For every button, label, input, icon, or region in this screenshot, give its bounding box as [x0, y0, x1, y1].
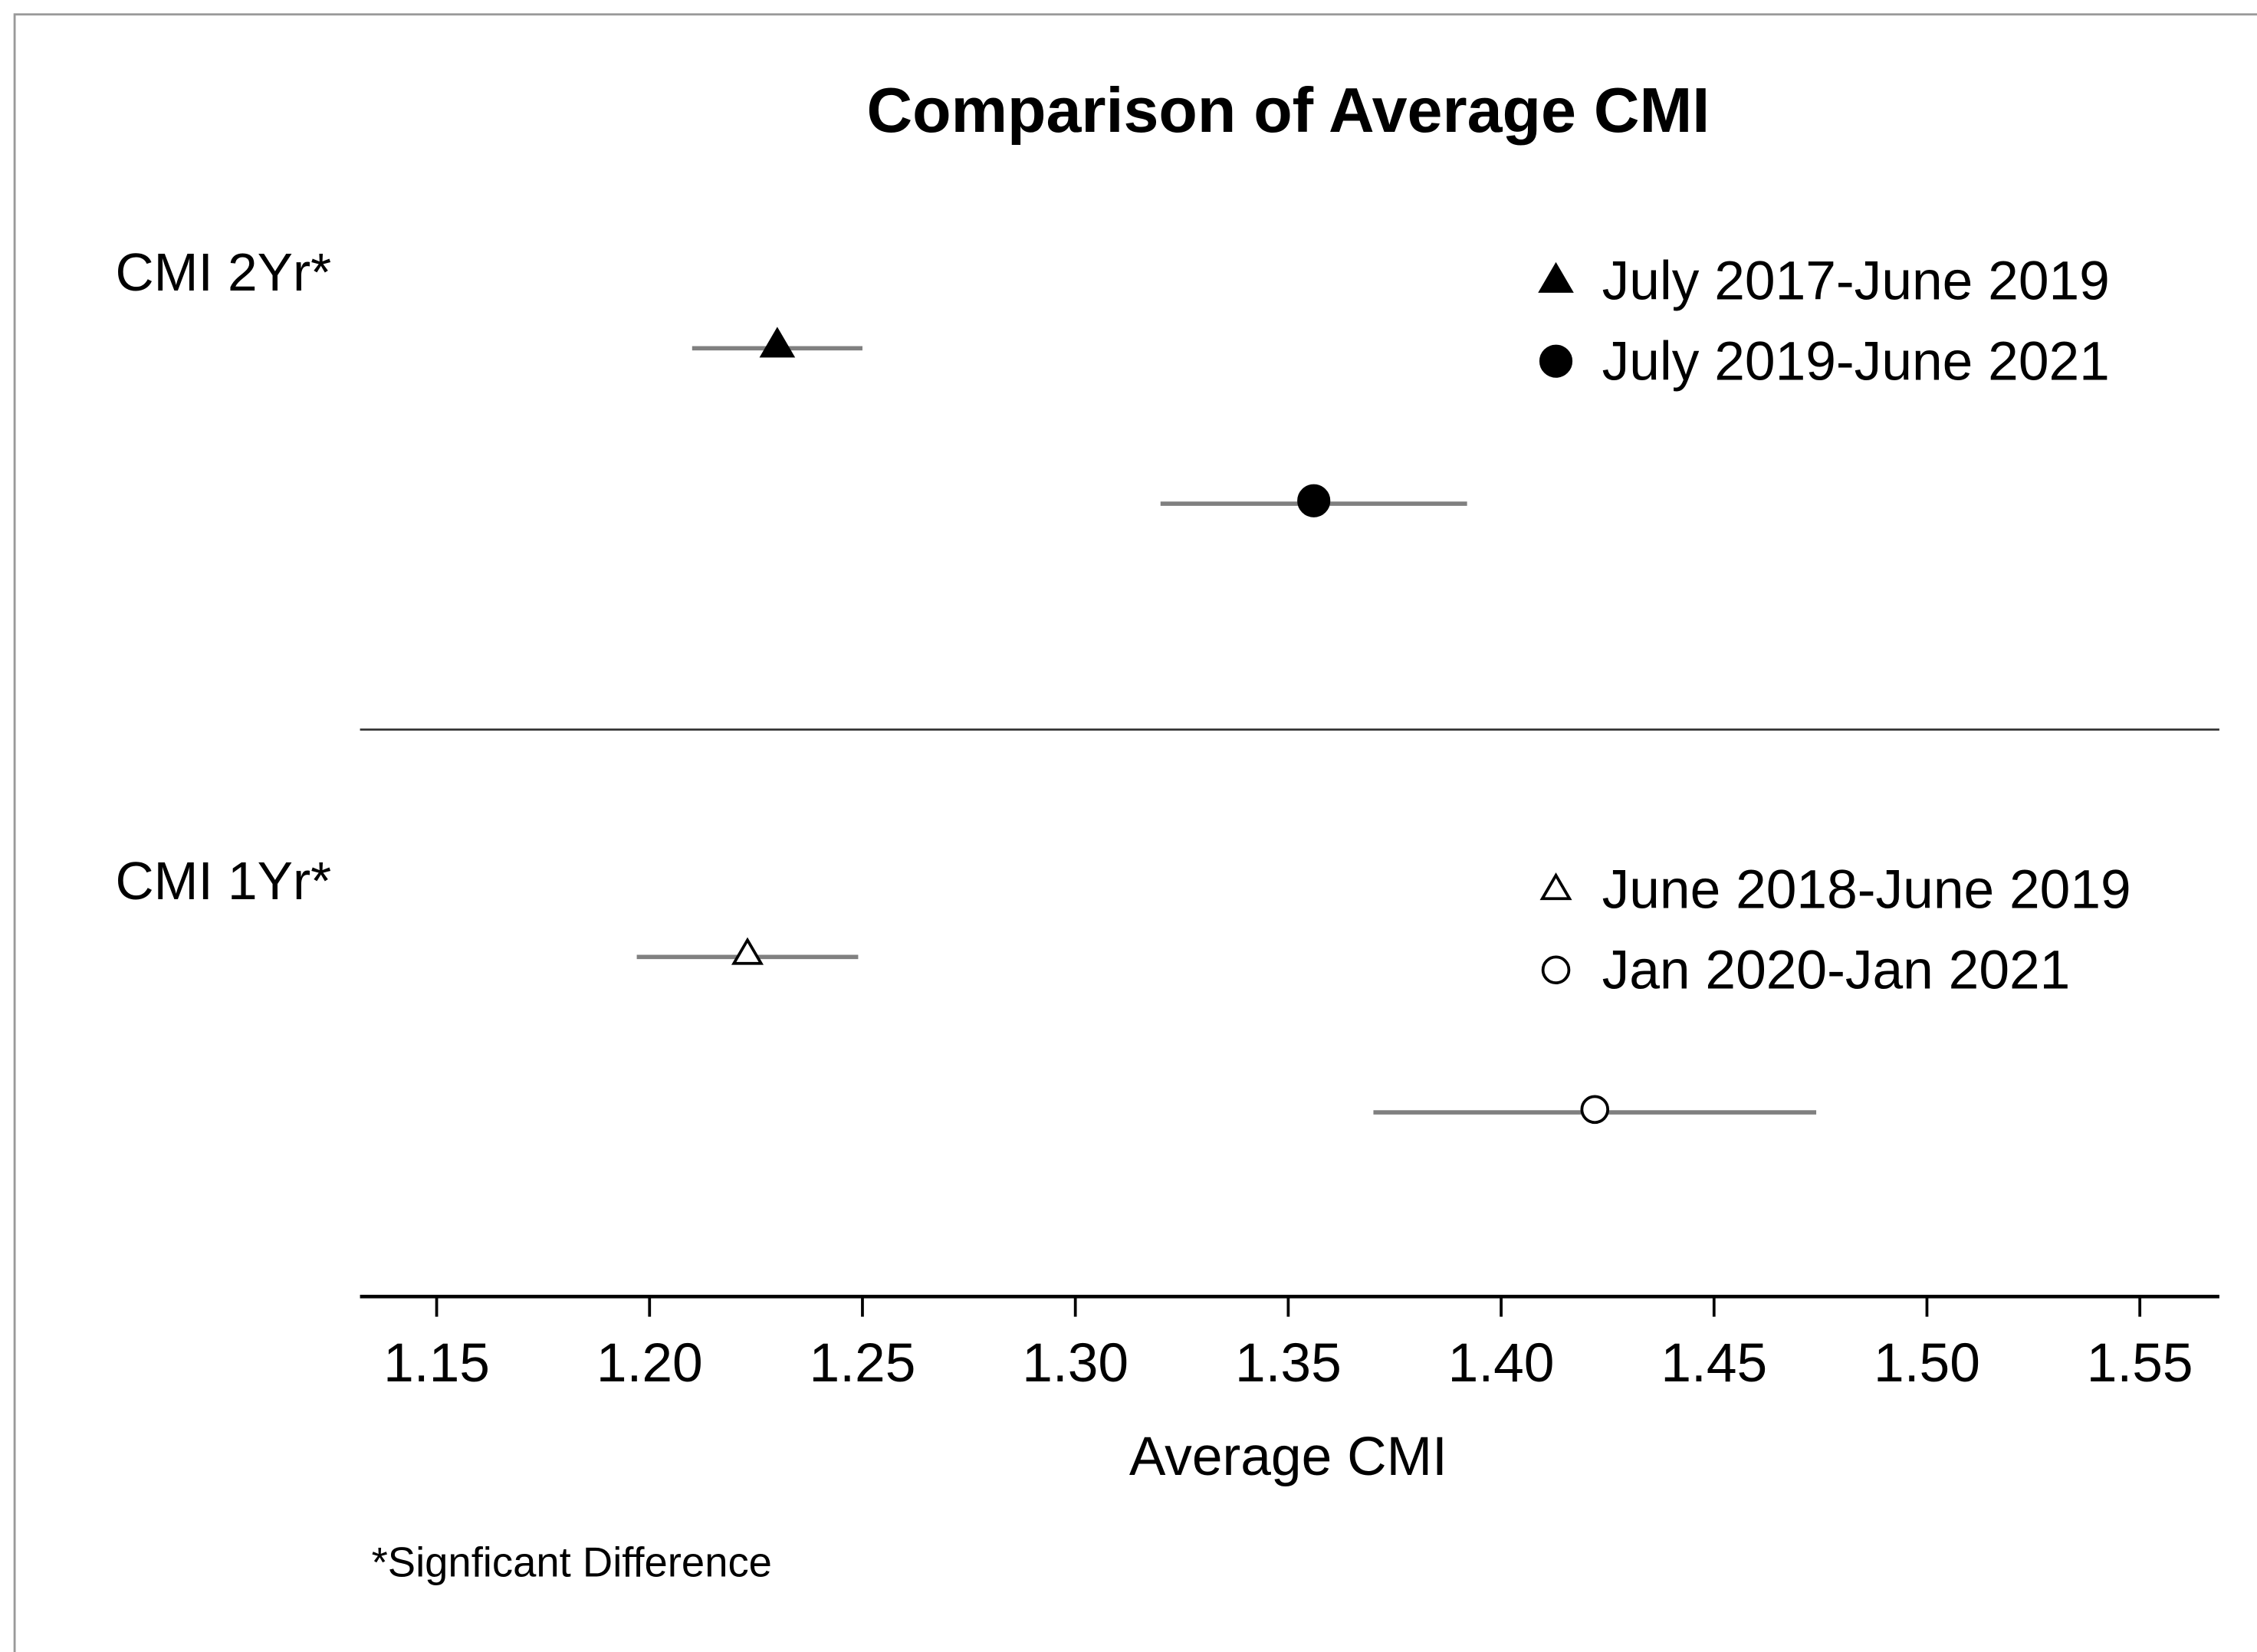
- legend-label: July 2019-June 2021: [1602, 331, 2110, 392]
- chart-title: Comparison of Average CMI: [867, 74, 1710, 146]
- legend-marker: [1538, 261, 1574, 293]
- x-tick-label: 1.45: [1661, 1332, 1767, 1394]
- legend-label: July 2017-June 2019: [1602, 251, 2110, 312]
- data-point: [1297, 484, 1331, 517]
- x-tick-label: 1.15: [383, 1332, 490, 1394]
- data-point: [759, 327, 796, 358]
- data-point: [1580, 1095, 1610, 1125]
- footnote: *Signficant Difference: [372, 1539, 772, 1586]
- frame: [13, 13, 2257, 1652]
- legend-marker: [1539, 872, 1572, 901]
- group-label: CMI 1Yr*: [115, 851, 331, 911]
- group-label: CMI 2Yr*: [115, 242, 331, 302]
- x-tick-label: 1.55: [2087, 1332, 2193, 1394]
- x-tick-label: 1.20: [596, 1332, 703, 1394]
- data-point: [731, 937, 764, 965]
- legend-marker: [1541, 955, 1571, 984]
- x-axis-label: Average CMI: [1129, 1426, 1447, 1487]
- x-tick-label: 1.40: [1448, 1332, 1555, 1394]
- legend-marker: [1539, 344, 1573, 378]
- x-tick-label: 1.25: [810, 1332, 916, 1394]
- legend-label: June 2018-June 2019: [1602, 859, 2131, 921]
- legend-label: Jan 2020-Jan 2021: [1602, 940, 2071, 1001]
- x-tick-label: 1.30: [1022, 1332, 1128, 1394]
- x-tick-label: 1.35: [1235, 1332, 1342, 1394]
- x-tick-label: 1.50: [1874, 1332, 1980, 1394]
